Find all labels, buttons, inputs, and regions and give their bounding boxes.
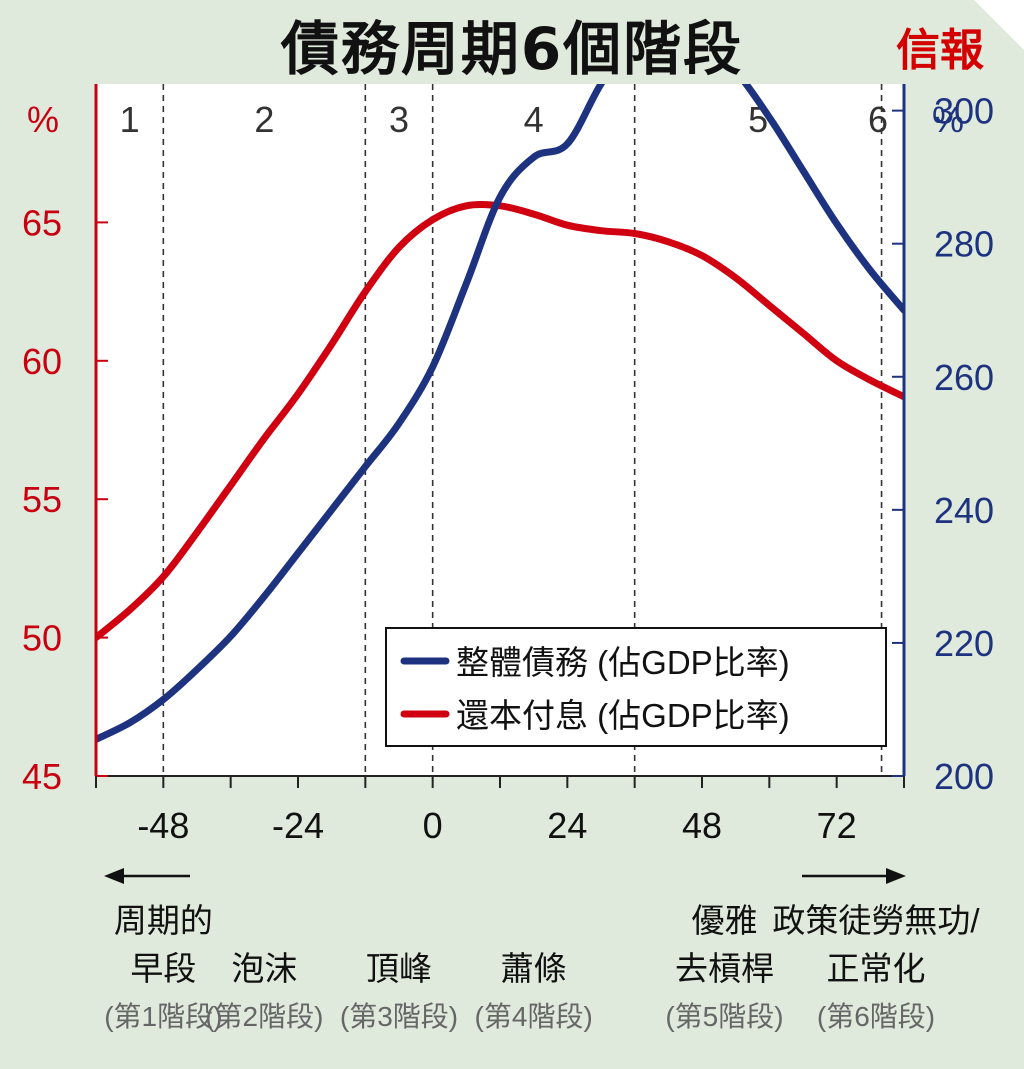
- x-axis-tick-label: 24: [547, 805, 587, 846]
- legend-label: 整體債務 (佔GDP比率): [456, 644, 790, 681]
- stage-number-label: (第4階段): [475, 1001, 593, 1032]
- arrow-left-head-icon: [104, 868, 124, 884]
- left-axis-tick-label: 60: [22, 341, 62, 382]
- left-axis-unit: %: [27, 99, 59, 140]
- chart-title: 債務周期6個階段: [280, 15, 744, 83]
- stage-number-label: (第3階段): [340, 1001, 458, 1032]
- brand-logo: 信報: [896, 25, 984, 76]
- stage-number-label: (第2階段): [205, 1001, 323, 1032]
- right-axis-tick-label: 300: [934, 91, 994, 132]
- stage-name: 優雅: [691, 902, 757, 939]
- stage-name: 頂峰: [366, 950, 432, 987]
- x-axis-tick-label: 72: [817, 805, 857, 846]
- stage-name: 蕭條: [501, 950, 567, 987]
- right-axis-tick-label: 200: [934, 756, 994, 797]
- phase-number: 6: [868, 99, 888, 140]
- series-line-debt-service: [96, 200, 904, 642]
- stage-number-label: (第1階段): [104, 1001, 222, 1032]
- left-axis-tick-label: 65: [22, 202, 62, 243]
- right-axis-tick-label: 240: [934, 490, 994, 531]
- right-axis-tick-label: 220: [934, 623, 994, 664]
- stage-name: 早段: [130, 950, 196, 987]
- x-axis-tick-label: 48: [682, 805, 722, 846]
- right-axis-tick-label: 280: [934, 224, 994, 265]
- legend-box: [385, 627, 887, 747]
- series-line-total-debt: [96, 84, 904, 743]
- left-axis-tick-label: 55: [22, 479, 62, 520]
- phase-number: 3: [389, 99, 409, 140]
- stage-name: 泡沫: [231, 950, 297, 987]
- phase-number: 2: [254, 99, 274, 140]
- x-axis-tick-label: -24: [272, 805, 324, 846]
- left-axis-tick-label: 45: [22, 756, 62, 797]
- arrow-right-head-icon: [886, 868, 906, 884]
- page-corner-fold: [974, 0, 1024, 50]
- right-axis-unit: %: [932, 99, 964, 140]
- x-axis-tick-label: 0: [423, 805, 443, 846]
- stage-name: 正常化: [827, 950, 926, 987]
- phase-number: 1: [120, 99, 140, 140]
- stage-name: 政策徒勞無功/: [772, 902, 980, 939]
- stage-name: 去槓桿: [675, 950, 774, 987]
- x-axis-tick-label: -48: [137, 805, 189, 846]
- stage-number-label: (第5階段): [665, 1001, 783, 1032]
- left-axis-tick-label: 50: [22, 618, 62, 659]
- stage-number-label: (第6階段): [817, 1001, 935, 1032]
- phase-number: 4: [524, 99, 544, 140]
- legend-label: 還本付息 (佔GDP比率): [456, 697, 790, 734]
- right-axis-tick-label: 260: [934, 357, 994, 398]
- stage-name: 周期的: [114, 902, 213, 939]
